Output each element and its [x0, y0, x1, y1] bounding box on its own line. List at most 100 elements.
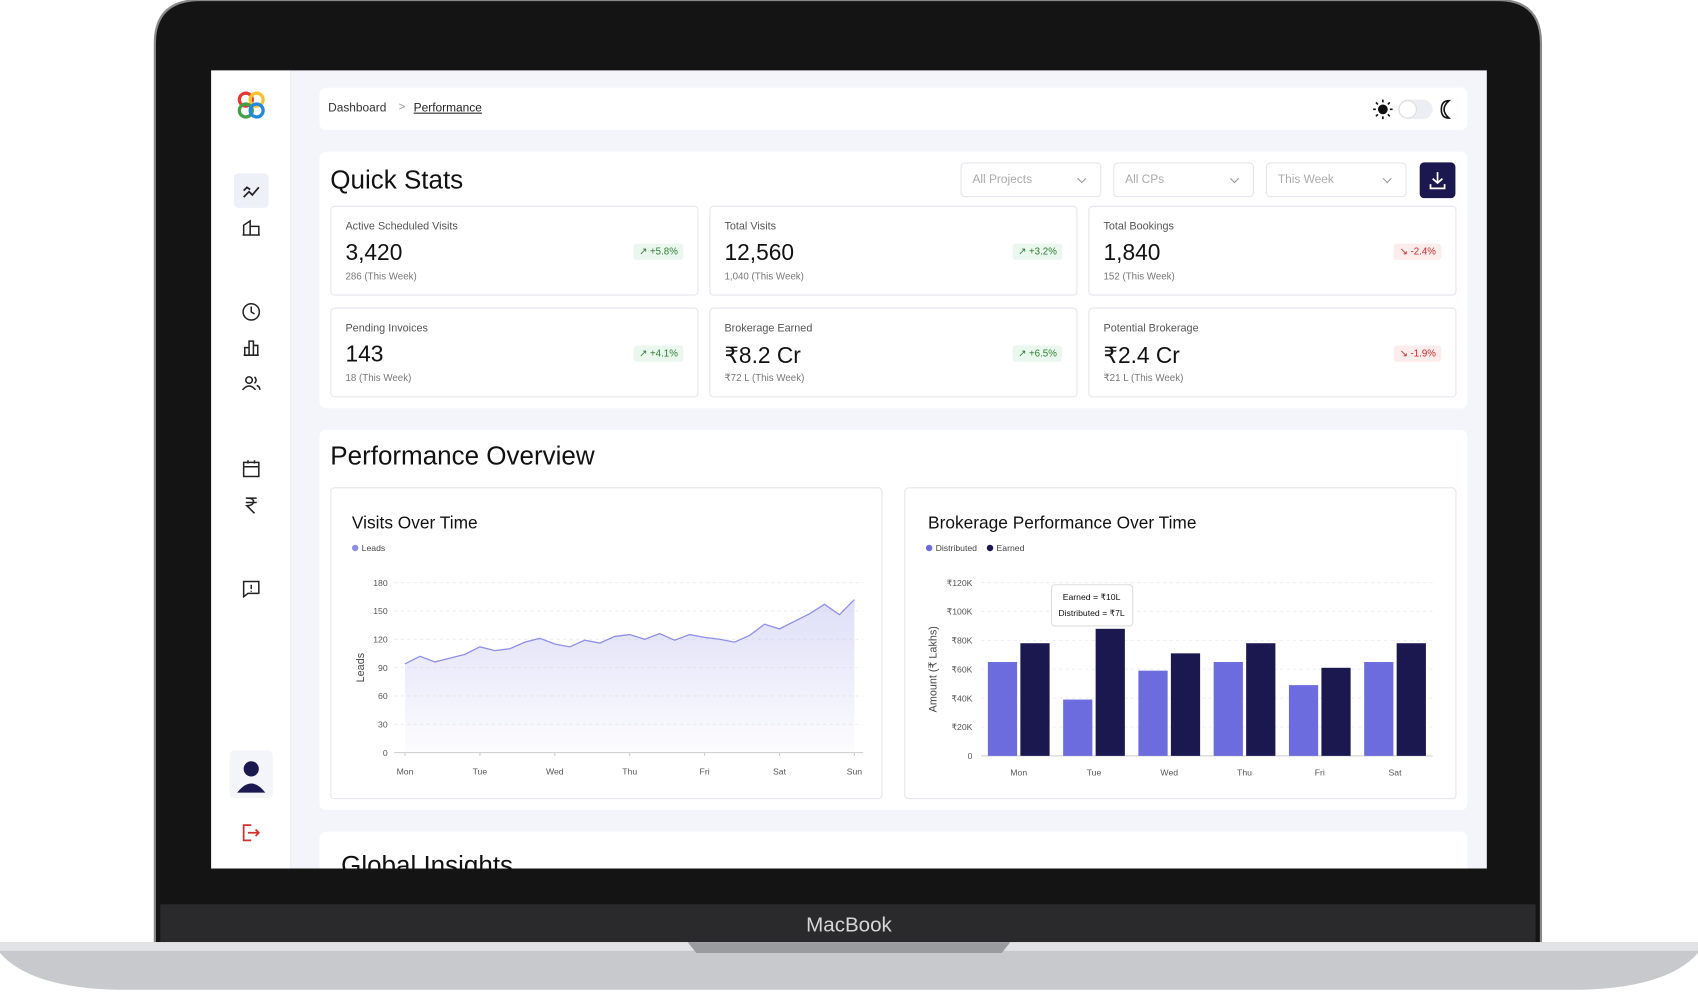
stat-label: Total Bookings — [1103, 220, 1174, 233]
filter-dropdown[interactable]: All CPs — [1113, 162, 1254, 198]
stat-value: ₹8.2 Cr — [724, 343, 801, 369]
bar — [1138, 670, 1168, 756]
nav-team[interactable] — [241, 374, 261, 393]
filter-dropdown[interactable]: All Projects — [960, 162, 1102, 198]
bar — [1364, 662, 1394, 756]
bar — [987, 662, 1018, 756]
y-tick-label: 0 — [383, 748, 388, 758]
nav-projects[interactable] — [241, 218, 260, 237]
y-tick-label: 90 — [378, 663, 388, 673]
stat-value: 1,840 — [1103, 240, 1161, 266]
legend-swatch — [351, 544, 359, 552]
stat-sub: 18 (This Week) — [345, 372, 412, 384]
stat-sub: 286 (This Week) — [345, 270, 417, 282]
legend-swatch — [925, 544, 933, 552]
line-area — [405, 599, 855, 753]
brokerage-panel: Brokerage Performance Over Time Distribut… — [904, 487, 1457, 800]
y-tick-label: ₹20K — [952, 722, 973, 732]
theme-toggle[interactable] — [1370, 97, 1457, 121]
breadcrumb-separator: > — [398, 100, 406, 114]
change-value: +6.5% — [1028, 347, 1057, 359]
download-button[interactable] — [1419, 162, 1456, 199]
stat-value: 143 — [345, 342, 384, 368]
change-value: -2.4% — [1410, 245, 1436, 257]
y-tick-label: 30 — [378, 720, 388, 730]
bar — [1246, 643, 1276, 756]
visits-panel: Visits Over Time Leads Leads 0 30 60 90 120 150 1… — [330, 487, 883, 800]
screen: Dashboard > Performance Quick Stats All … — [211, 70, 1487, 869]
bar — [1170, 653, 1201, 756]
tooltip-box — [1050, 584, 1134, 627]
stat-label: Total Visits — [724, 220, 777, 233]
tooltip-line: Distributed = ₹7L — [1058, 608, 1125, 618]
performance-section: Performance Overview Visits Over Time Lea… — [319, 429, 1468, 811]
breadcrumb-current[interactable]: Performance — [413, 101, 482, 115]
change-value: +5.8% — [649, 245, 678, 257]
stat-change: ↗ +3.2% — [1012, 243, 1063, 260]
stat-label: Potential Brokerage — [1103, 322, 1199, 335]
filter-dropdown[interactable]: This Week — [1265, 162, 1407, 198]
stat-sub: ₹21 L (This Week) — [1103, 372, 1184, 384]
stat-value: ₹2.4 Cr — [1103, 343, 1180, 369]
x-tick-label: Wed — [1160, 767, 1178, 777]
stat-card: Pending Invoices 143 18 (This Week) ↗ +4.1% — [330, 307, 699, 398]
change-value: +3.2% — [1028, 245, 1057, 257]
bar — [1213, 662, 1243, 756]
nav-performance[interactable] — [241, 182, 260, 201]
y-tick-label: 180 — [373, 578, 388, 588]
bar — [1020, 643, 1050, 756]
tooltip-line: Earned = ₹10L — [1063, 592, 1121, 602]
x-tick-label: Tue — [1087, 767, 1102, 777]
y-tick-label: ₹120K — [947, 578, 973, 588]
stat-change: ↗ +4.1% — [633, 345, 684, 362]
x-tick-label: Fri — [1315, 767, 1325, 777]
x-tick-label: Fri — [700, 766, 710, 776]
trend-icon: ↘ — [1399, 245, 1411, 257]
breadcrumb-item[interactable]: Dashboard — [328, 101, 387, 115]
bar — [1095, 628, 1125, 756]
y-tick-label: 60 — [378, 691, 388, 701]
stat-value: 12,560 — [724, 240, 795, 266]
y-axis-label: Amount (₹ Lakhs) — [928, 626, 940, 712]
logout[interactable] — [241, 823, 261, 842]
stat-sub: 1,040 (This Week) — [724, 270, 804, 282]
trend-icon: ↗ — [1018, 347, 1029, 359]
legend-label: Distributed — [936, 543, 978, 553]
trend-icon: ↘ — [1399, 347, 1411, 359]
trend-icon: ↗ — [639, 347, 650, 359]
bar — [1396, 643, 1426, 756]
legend-label: Earned — [997, 543, 1025, 553]
nav-feedback[interactable] — [241, 579, 260, 599]
stat-card: Potential Brokerage ₹2.4 Cr ₹21 L (This We… — [1088, 307, 1457, 398]
stat-change: ↘ -2.4% — [1394, 243, 1442, 260]
x-tick-label: Thu — [1237, 767, 1252, 777]
stat-label: Brokerage Earned — [724, 322, 813, 335]
nav-history[interactable] — [241, 302, 261, 321]
stat-label: Pending Invoices — [345, 322, 428, 335]
bar — [1063, 699, 1093, 756]
x-tick-label: Tue — [473, 766, 488, 776]
sidebar — [211, 70, 292, 869]
x-tick-label: Wed — [546, 766, 564, 776]
legend-swatch — [986, 544, 994, 552]
stat-card: Total Bookings 1,840 152 (This Week) ↘ -2.4… — [1088, 205, 1457, 296]
nav-payments[interactable] — [241, 495, 260, 514]
global-insights-section: Global Insights — [319, 831, 1468, 869]
legend-label: Leads — [362, 543, 386, 553]
logo — [237, 91, 265, 119]
stat-value: 3,420 — [345, 240, 403, 266]
nav-reports[interactable] — [241, 338, 260, 357]
x-tick-label: Sat — [1389, 767, 1403, 777]
change-value: -1.9% — [1410, 347, 1436, 359]
y-tick-label: 150 — [373, 606, 388, 616]
active-nav-bg — [233, 173, 269, 208]
stat-label: Active Scheduled Visits — [345, 220, 458, 233]
visits-chart: Visits Over Time Leads Leads 0 30 60 90 120 150 1… — [351, 512, 864, 776]
stat-sub: 152 (This Week) — [1103, 270, 1175, 282]
laptop-label: MacBook — [806, 913, 892, 936]
stat-change: ↗ +5.8% — [633, 243, 684, 260]
nav-calendar[interactable] — [241, 459, 260, 478]
stat-change: ↘ -1.9% — [1394, 345, 1442, 362]
stat-change: ↗ +6.5% — [1012, 345, 1063, 362]
